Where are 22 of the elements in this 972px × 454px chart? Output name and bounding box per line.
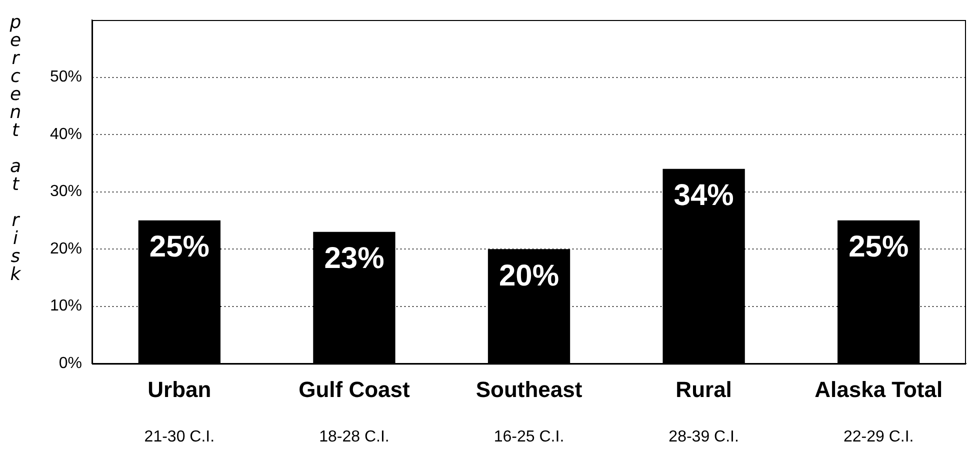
x-tick-label: Southeast bbox=[476, 376, 583, 402]
text: 28-39 C.I. bbox=[668, 428, 739, 446]
y-tick-label: 10% bbox=[50, 298, 82, 315]
y-tick-label: 0% bbox=[58, 355, 82, 372]
x-tick-label: Rural bbox=[676, 376, 732, 402]
x-tick-label: Alaska Total bbox=[814, 376, 943, 402]
y-tick-label: 50% bbox=[50, 68, 82, 86]
x-tick-label: Gulf Coast bbox=[298, 376, 410, 402]
text: 16-25 C.I. bbox=[494, 428, 564, 446]
y-tick-label: 40% bbox=[50, 126, 82, 143]
data-label: 23% bbox=[324, 242, 384, 276]
y-tick-label: 30% bbox=[50, 183, 82, 200]
text: 21-30 C.I. bbox=[144, 428, 215, 446]
data-label: 34% bbox=[674, 179, 734, 212]
text: 18-28 C.I. bbox=[319, 428, 390, 446]
data-label: 20% bbox=[498, 259, 560, 292]
data-label: 25% bbox=[848, 230, 909, 264]
text: 22-29 C.I. bbox=[843, 428, 914, 446]
y-axis-title: percent at risk bbox=[5, 12, 26, 282]
x-tick-label: Urban bbox=[148, 376, 212, 402]
data-label: 25% bbox=[149, 230, 210, 264]
y-tick-label: 20% bbox=[50, 240, 82, 258]
